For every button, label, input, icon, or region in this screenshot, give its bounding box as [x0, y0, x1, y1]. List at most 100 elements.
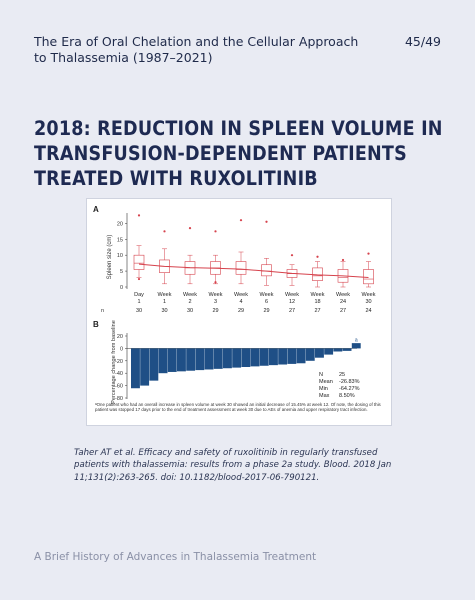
- a-xlabel-line1: Week: [260, 292, 274, 298]
- a-xlabel-line1: Week: [336, 292, 350, 298]
- page-number: 45/49: [404, 34, 441, 49]
- a-n-value: 30: [187, 308, 193, 314]
- waterfall-bar: [241, 348, 251, 367]
- a-xlabel-line2: 4: [239, 299, 242, 305]
- box-outlier: [316, 255, 319, 258]
- waterfall-bar: [269, 348, 278, 366]
- b-ytick-label: 20: [117, 334, 123, 340]
- slide-title: 2018: Reduction in Spleen Volume in Tran…: [34, 117, 443, 190]
- box-outlier: [214, 230, 217, 233]
- a-xlabel-line2: 3: [214, 299, 217, 305]
- a-n-value: 30: [161, 308, 167, 314]
- stat-max-value: 8.50%: [339, 393, 355, 399]
- b-ytick-label: 0: [120, 346, 123, 352]
- panel-b-label: B: [93, 320, 99, 329]
- b-ytick-label: -60: [115, 384, 123, 390]
- a-xlabel-line1: Week: [209, 292, 223, 298]
- citation-caption: Taher AT et al. Efficacy and safety of r…: [74, 448, 392, 483]
- a-n-value: 29: [263, 308, 269, 314]
- a-xlabel-line2: 6: [265, 299, 268, 305]
- b-ytick-label: -40: [115, 371, 123, 377]
- a-xlabel-line1: Week: [311, 292, 325, 298]
- box-outlier: [137, 214, 141, 217]
- box-outlier: [137, 277, 141, 281]
- box-outlier: [290, 254, 294, 257]
- waterfall-bar: [278, 348, 288, 365]
- panel-b-ylabel-text: Percentage change from baseline: [111, 320, 117, 404]
- a-ytick-label: 15: [117, 237, 123, 243]
- a-xlabel-line1: Week: [234, 292, 248, 298]
- a-n-value: 27: [289, 308, 295, 314]
- a-xlabel-line2: 2: [188, 299, 191, 305]
- a-xlabel-line1: Day: [134, 292, 144, 298]
- a-ytick-label: 10: [117, 253, 123, 259]
- stat-min-value: -64.27%: [339, 386, 360, 392]
- footer-text: A Brief History of Advances in Thalassem…: [34, 551, 317, 563]
- waterfall-bar: [140, 348, 150, 386]
- a-n-value: 29: [212, 308, 218, 314]
- stat-max-label: Max: [319, 393, 330, 399]
- box-outlier: [163, 230, 166, 233]
- waterfall-bar: [333, 348, 343, 352]
- figure-footnote: ᵃOne patient who had an overall increase…: [95, 402, 381, 413]
- waterfall-bar: [250, 348, 260, 367]
- a-xlabel-line1: Week: [362, 292, 376, 298]
- box-outlier: [214, 281, 217, 284]
- a-ytick-label: 5: [120, 269, 123, 275]
- waterfall-bar: [305, 348, 315, 361]
- a-ytick-label: 0: [120, 285, 123, 291]
- a-ytick-label: 20: [117, 221, 123, 227]
- a-xlabel-line2: 12: [289, 299, 295, 305]
- a-xlabel-line1: Week: [183, 292, 197, 298]
- panel-b-ylabel: Percentage change from baseline: [111, 320, 117, 404]
- waterfall-bar: [259, 348, 269, 366]
- waterfall-bar: [204, 348, 214, 370]
- b-ytick-label: -80: [115, 396, 123, 402]
- a-xlabel-line2: 24: [340, 299, 346, 305]
- a-n-value: 27: [340, 308, 346, 314]
- b-ytick-label: -20: [115, 359, 123, 365]
- waterfall-bar: [167, 348, 177, 372]
- a-xlabel-line1: Week: [285, 292, 299, 298]
- box-outlier: [367, 252, 370, 255]
- figure: A Spleen size (cm) 0 5 10 15 20 Day 1 30 Week 1 3…: [86, 198, 392, 426]
- figure-footnote-wrap: ᵃOne patient who had an overall increase…: [95, 402, 381, 413]
- waterfall-bar: [158, 348, 168, 374]
- box: [261, 264, 272, 277]
- waterfall-bar: [186, 348, 196, 371]
- waterfall-bar: [296, 348, 306, 364]
- waterfall-bar: [195, 348, 205, 371]
- waterfall-bar: [324, 348, 334, 355]
- a-xlabel-line2: 30: [365, 299, 371, 305]
- stat-n-value: 25: [339, 372, 345, 378]
- a-xlabel-line2: 1: [163, 299, 166, 305]
- stat-n-label: N: [319, 372, 323, 378]
- waterfall-bar: [213, 348, 223, 369]
- waterfall-bar: [351, 343, 361, 349]
- deck-title: The Era of Oral Chelation and the Cellul…: [34, 34, 359, 65]
- stat-min-label: Min: [319, 386, 328, 392]
- waterfall-bar: [131, 348, 140, 389]
- mean-trend-line: [138, 263, 369, 278]
- panel-a-label: A: [93, 205, 99, 214]
- stat-mean-label: Mean: [319, 379, 333, 385]
- a-n-value: 27: [314, 308, 320, 314]
- a-n-value: 29: [238, 308, 244, 314]
- box-outlier: [239, 219, 243, 222]
- stat-mean-value: -26.83%: [339, 379, 360, 385]
- stats-box: N 25 Mean -26.83% Min -64.27% Max 8.50%: [319, 372, 360, 399]
- a-n-value: 24: [365, 308, 371, 314]
- box-outlier: [341, 258, 345, 262]
- waterfall-bar: [232, 348, 242, 368]
- box: [133, 254, 145, 270]
- waterfall-bar: [149, 348, 159, 381]
- bar-annotation: a: [355, 338, 358, 344]
- box: [235, 261, 247, 275]
- a-xlabel-line2: 18: [314, 299, 320, 305]
- a-xlabel-line2: 1: [137, 299, 140, 305]
- a-n-value: 30: [136, 308, 142, 314]
- n-label: n: [101, 308, 104, 314]
- waterfall-bar: [315, 348, 324, 358]
- box: [363, 269, 374, 285]
